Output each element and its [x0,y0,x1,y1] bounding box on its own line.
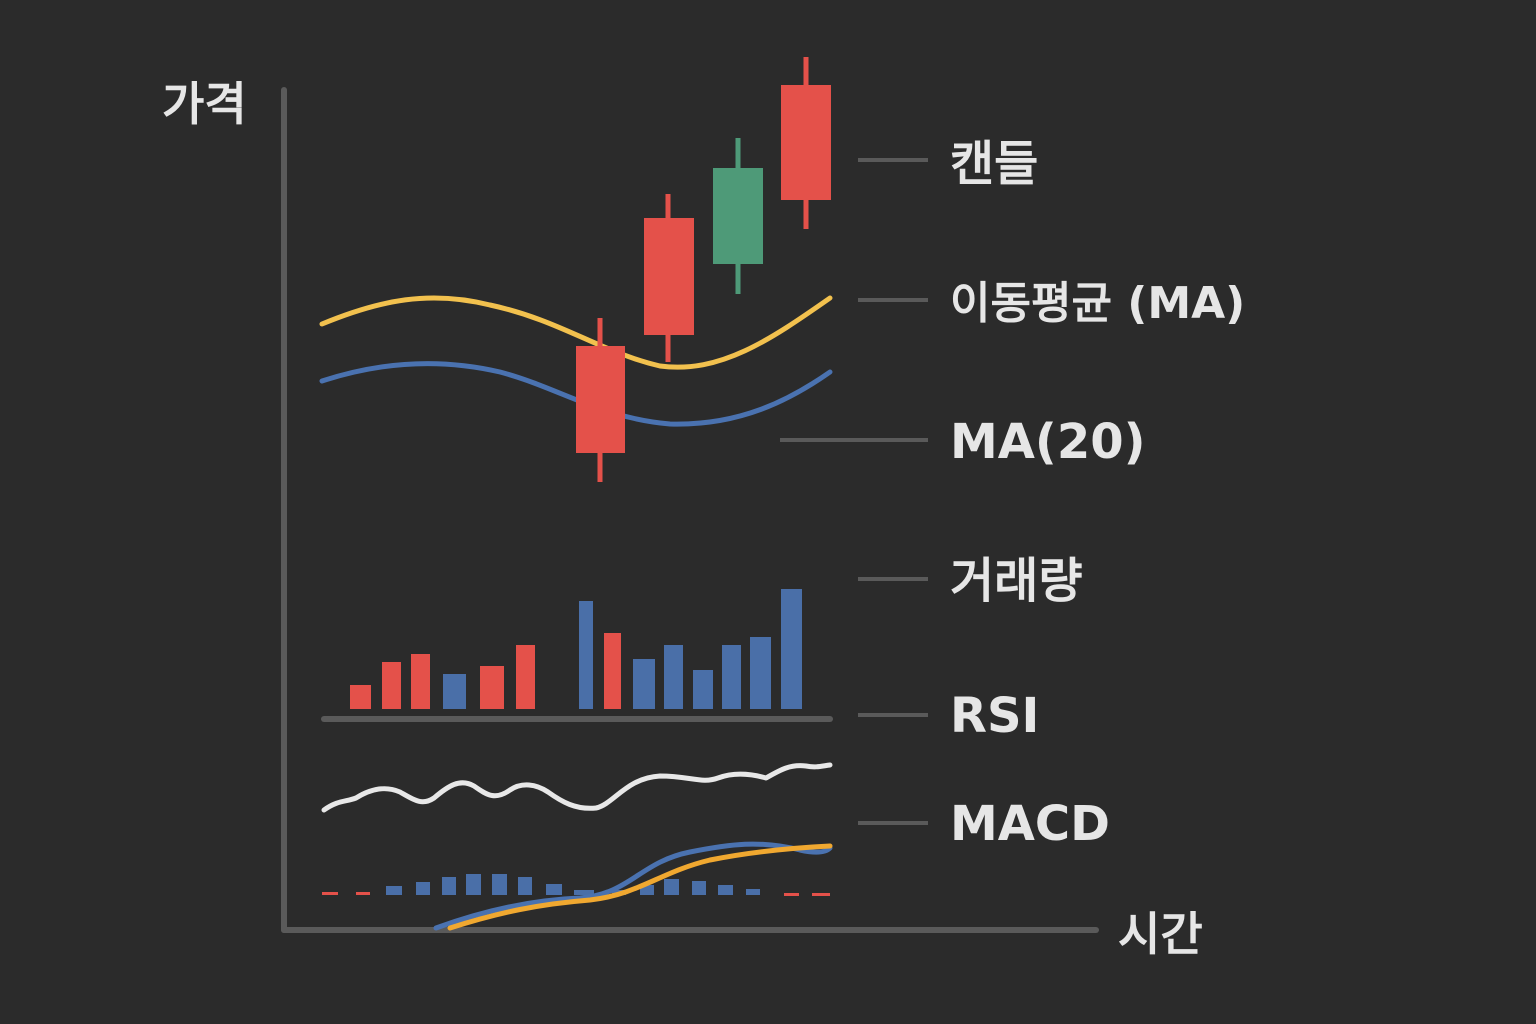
candles [576,57,831,482]
volume-bar [722,645,741,709]
volume-bar [579,601,593,709]
legend-label-rsi: RSI [950,688,1039,744]
macd-hist-bar [518,877,532,895]
legend-label-ma20: MA(20) [950,414,1146,470]
x-axis-label: 시간 [1118,907,1203,961]
macd-hist-bar [356,892,370,895]
macd-line [433,841,833,931]
macd-hist-bar [718,885,733,895]
legend-label-volume: 거래량 [950,553,1082,609]
volume-bar [516,645,535,709]
macd-hist-bar [640,885,654,895]
candle-2-body [644,218,694,335]
volume-bar [604,633,621,709]
candle-4 [781,57,831,229]
macd-hist-bar [692,881,706,895]
candle-4-body [781,85,831,200]
macd-hist-bar [386,886,402,895]
macd-hist-bar [784,893,799,896]
candle-2 [644,194,694,362]
axes: 가격 시간 [162,77,1203,961]
y-axis-label: 가격 [162,77,247,131]
volume-bar [781,589,802,709]
volume-bar [382,662,401,709]
macd-hist-bar [746,889,760,895]
macd-signal-line [447,843,833,931]
volume-bar [750,637,771,709]
legend: 캔들 이동평균 (MA) MA(20) 거래량 RSI MACD [780,136,1245,852]
volume-bar [443,674,466,709]
macd-histogram [322,874,830,896]
macd-hist-bar [442,877,456,895]
volume-bar [633,659,655,709]
ma-line [319,295,833,370]
legend-label-candle: 캔들 [950,136,1038,192]
volume-bar [664,645,683,709]
volume-bars [321,589,833,722]
macd-hist-bar [664,879,679,895]
candle-3-body [713,168,763,264]
volume-bar [693,670,713,709]
macd-hist-bar [574,890,594,895]
volume-bar [480,666,504,709]
volume-bar [411,654,430,709]
macd-hist-bar [812,893,830,896]
volume-bar [350,685,371,709]
legend-label-ma: 이동평균 (MA) [950,278,1245,329]
macd-hist-bar [322,892,338,895]
rsi-line [321,762,833,813]
candle-1 [576,318,625,482]
macd-hist-bar [492,874,507,895]
legend-label-macd: MACD [950,796,1110,852]
candle-3 [713,138,763,294]
macd-hist-bar [416,882,430,895]
macd-hist-bar [546,884,562,895]
candle-1-body [576,346,625,453]
macd-hist-bar [466,874,481,895]
